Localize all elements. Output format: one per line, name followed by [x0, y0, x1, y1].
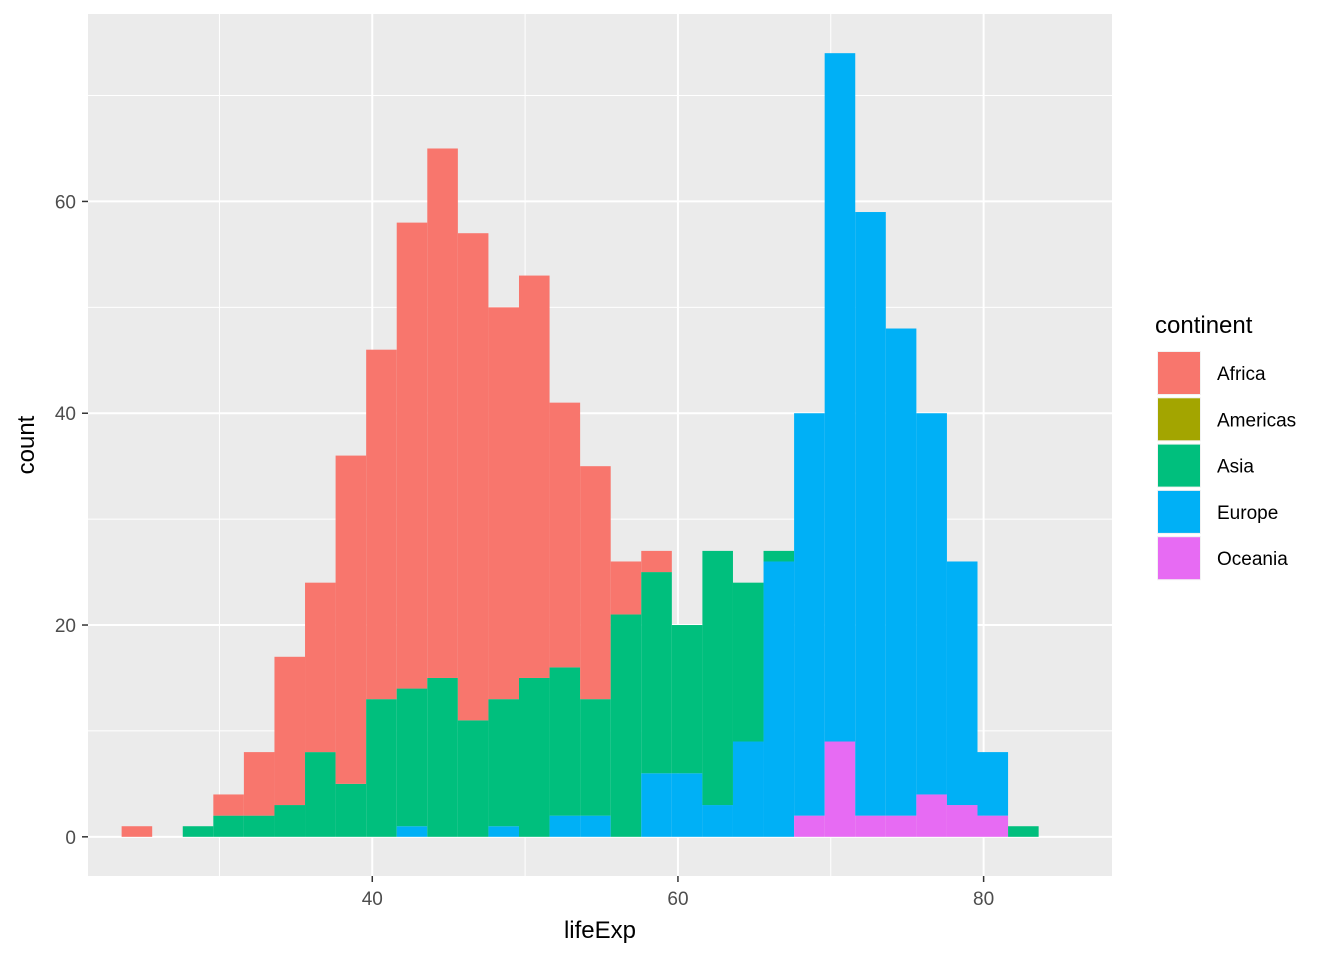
legend-label-africa: Africa [1217, 364, 1266, 385]
bar-europe-bin-28 [977, 752, 1009, 816]
bar-africa-bin-8 [366, 349, 397, 700]
bar-africa-bin-12 [488, 307, 519, 700]
bar-oceania-bin-23 [824, 741, 856, 837]
bar-europe-bin-26 [916, 413, 947, 795]
bar-europe-bin-19 [702, 805, 733, 837]
legend: continent Africa Americas Asia Europe Oceani… [1155, 312, 1296, 581]
bar-asia-bin-6 [305, 752, 336, 837]
bar-africa-bin-11 [457, 233, 489, 721]
bar-asia-bin-12 [488, 699, 519, 827]
x-tick-label: 40 [362, 889, 383, 910]
bar-asia-bin-19 [702, 550, 733, 806]
bar-africa-bin-10 [427, 148, 458, 678]
bar-europe-bin-9 [396, 826, 428, 837]
bar-europe-bin-20 [732, 741, 764, 837]
y-axis-title: count [13, 415, 40, 474]
bar-africa-bin-16 [610, 561, 642, 615]
bar-europe-bin-24 [855, 212, 886, 816]
bar-asia-bin-2 [182, 826, 214, 837]
bar-europe-bin-25 [885, 328, 917, 816]
legend-swatch-oceania [1158, 537, 1200, 580]
bar-asia-bin-20 [732, 582, 764, 742]
bar-asia-bin-5 [274, 805, 306, 837]
legend-swatch-africa [1158, 352, 1200, 394]
bar-africa-bin-6 [305, 582, 336, 753]
bar-oceania-bin-24 [855, 815, 886, 837]
bar-africa-bin-4 [243, 752, 275, 816]
x-tick-label: 80 [973, 889, 994, 910]
legend-swatch-asia [1158, 444, 1200, 487]
bar-africa-bin-3 [213, 794, 244, 816]
bar-europe-bin-18 [671, 773, 703, 837]
bar-asia-bin-9 [396, 688, 428, 827]
bar-europe-bin-21 [763, 561, 795, 837]
legend-label-asia: Asia [1217, 457, 1254, 478]
bar-asia-bin-10 [427, 677, 458, 837]
x-tick-label: 60 [667, 889, 688, 910]
bar-asia-bin-21 [763, 550, 795, 562]
bar-asia-bin-4 [243, 815, 275, 837]
y-tick-label: 0 [65, 828, 76, 849]
bar-asia-bin-29 [1008, 826, 1039, 837]
legend-label-europe: Europe [1217, 503, 1278, 524]
bar-asia-bin-8 [366, 699, 397, 837]
y-tick-label: 20 [55, 616, 76, 637]
bar-oceania-bin-25 [885, 815, 917, 837]
x-axis-title: lifeExp [564, 917, 636, 944]
bar-africa-bin-14 [549, 402, 581, 668]
histogram-bars [121, 53, 1039, 837]
bar-africa-bin-5 [274, 656, 306, 806]
bar-europe-bin-17 [641, 773, 672, 837]
bar-asia-bin-3 [213, 815, 244, 837]
bar-oceania-bin-22 [794, 815, 825, 837]
bar-africa-bin-15 [580, 466, 611, 700]
bar-asia-bin-14 [549, 667, 581, 816]
bar-africa-bin-7 [335, 455, 367, 784]
bar-oceania-bin-28 [977, 815, 1009, 837]
bar-europe-bin-27 [946, 561, 978, 806]
legend-title: continent [1155, 312, 1253, 339]
bar-europe-bin-14 [549, 815, 581, 837]
bar-asia-bin-13 [518, 677, 550, 837]
bar-oceania-bin-27 [946, 805, 978, 837]
y-axis-ticks: 0 20 40 60 [55, 192, 88, 849]
x-axis-ticks: 40 60 80 [362, 876, 994, 910]
bar-europe-bin-15 [580, 815, 611, 837]
bar-africa-bin-9 [396, 222, 428, 689]
bar-europe-bin-22 [794, 413, 825, 816]
y-tick-label: 40 [55, 404, 76, 425]
bar-asia-bin-17 [641, 572, 672, 774]
bar-asia-bin-11 [457, 720, 489, 837]
bar-oceania-bin-26 [916, 794, 947, 837]
bar-asia-bin-7 [335, 783, 367, 837]
bar-africa-bin-13 [518, 275, 550, 678]
bar-asia-bin-18 [671, 625, 703, 774]
legend-label-oceania: Oceania [1217, 549, 1288, 570]
bar-europe-bin-23 [824, 53, 856, 742]
legend-label-americas: Americas [1217, 410, 1296, 431]
legend-swatch-europe [1158, 490, 1200, 533]
y-tick-label: 60 [55, 192, 76, 213]
bar-asia-bin-15 [580, 699, 611, 816]
bar-europe-bin-12 [488, 826, 519, 837]
bar-africa-bin-17 [641, 550, 672, 573]
legend-swatch-americas [1158, 398, 1200, 441]
bar-africa-bin-0 [121, 826, 153, 837]
bar-asia-bin-16 [610, 614, 642, 837]
